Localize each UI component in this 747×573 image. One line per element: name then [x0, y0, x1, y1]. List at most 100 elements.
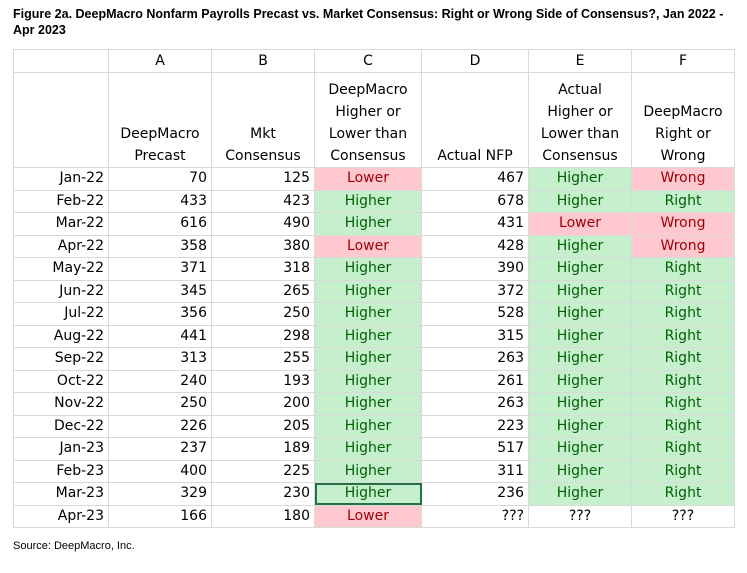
actual-vs-consensus-cell[interactable]: Higher: [528, 257, 632, 281]
column-letter[interactable]: F: [631, 49, 735, 73]
precast-cell[interactable]: 345: [108, 279, 212, 303]
actual-vs-consensus-cell[interactable]: Higher: [528, 392, 632, 416]
month-cell[interactable]: Jun-22: [13, 279, 109, 303]
dm-vs-consensus-cell[interactable]: Higher: [314, 482, 422, 506]
consensus-cell[interactable]: 265: [211, 279, 315, 303]
consensus-cell[interactable]: 180: [211, 504, 315, 528]
actual-cell[interactable]: 236: [421, 482, 529, 506]
actual-vs-consensus-cell[interactable]: ???: [528, 504, 632, 528]
right-wrong-cell[interactable]: Right: [631, 347, 735, 371]
month-cell[interactable]: May-22: [13, 257, 109, 281]
precast-cell[interactable]: 441: [108, 324, 212, 348]
actual-cell[interactable]: 517: [421, 437, 529, 461]
consensus-cell[interactable]: 205: [211, 414, 315, 438]
month-cell[interactable]: Sep-22: [13, 347, 109, 371]
precast-cell[interactable]: 433: [108, 189, 212, 213]
actual-cell[interactable]: 263: [421, 392, 529, 416]
precast-cell[interactable]: 616: [108, 212, 212, 236]
right-wrong-cell[interactable]: Right: [631, 459, 735, 483]
dm-vs-consensus-cell[interactable]: Lower: [314, 504, 422, 528]
actual-cell[interactable]: 315: [421, 324, 529, 348]
actual-cell[interactable]: ???: [421, 504, 529, 528]
actual-vs-consensus-cell[interactable]: Higher: [528, 459, 632, 483]
column-letter[interactable]: E: [528, 49, 632, 73]
month-cell[interactable]: Apr-22: [13, 234, 109, 258]
precast-cell[interactable]: 313: [108, 347, 212, 371]
actual-vs-consensus-cell[interactable]: Higher: [528, 234, 632, 258]
actual-cell[interactable]: 223: [421, 414, 529, 438]
actual-cell[interactable]: 467: [421, 167, 529, 191]
header-actual-nfp[interactable]: Actual NFP: [421, 72, 529, 168]
right-wrong-cell[interactable]: Right: [631, 369, 735, 393]
consensus-cell[interactable]: 490: [211, 212, 315, 236]
actual-vs-consensus-cell[interactable]: Higher: [528, 437, 632, 461]
actual-vs-consensus-cell[interactable]: Higher: [528, 369, 632, 393]
right-wrong-cell[interactable]: Right: [631, 437, 735, 461]
precast-cell[interactable]: 237: [108, 437, 212, 461]
actual-vs-consensus-cell[interactable]: Higher: [528, 414, 632, 438]
precast-cell[interactable]: 70: [108, 167, 212, 191]
right-wrong-cell[interactable]: Right: [631, 324, 735, 348]
month-cell[interactable]: Dec-22: [13, 414, 109, 438]
right-wrong-cell[interactable]: ???: [631, 504, 735, 528]
dm-vs-consensus-cell[interactable]: Higher: [314, 369, 422, 393]
column-letter[interactable]: B: [211, 49, 315, 73]
consensus-cell[interactable]: 125: [211, 167, 315, 191]
consensus-cell[interactable]: 200: [211, 392, 315, 416]
actual-cell[interactable]: 431: [421, 212, 529, 236]
month-cell[interactable]: Aug-22: [13, 324, 109, 348]
month-cell[interactable]: Jul-22: [13, 302, 109, 326]
right-wrong-cell[interactable]: Wrong: [631, 212, 735, 236]
actual-vs-consensus-cell[interactable]: Higher: [528, 347, 632, 371]
consensus-cell[interactable]: 230: [211, 482, 315, 506]
consensus-cell[interactable]: 298: [211, 324, 315, 348]
header-precast[interactable]: DeepMacro Precast: [108, 72, 212, 168]
consensus-cell[interactable]: 255: [211, 347, 315, 371]
precast-cell[interactable]: 166: [108, 504, 212, 528]
consensus-cell[interactable]: 193: [211, 369, 315, 393]
dm-vs-consensus-cell[interactable]: Higher: [314, 212, 422, 236]
month-cell[interactable]: Jan-23: [13, 437, 109, 461]
actual-vs-consensus-cell[interactable]: Lower: [528, 212, 632, 236]
actual-cell[interactable]: 678: [421, 189, 529, 213]
actual-cell[interactable]: 428: [421, 234, 529, 258]
actual-vs-consensus-cell[interactable]: Higher: [528, 482, 632, 506]
consensus-cell[interactable]: 380: [211, 234, 315, 258]
consensus-cell[interactable]: 189: [211, 437, 315, 461]
consensus-cell[interactable]: 423: [211, 189, 315, 213]
precast-cell[interactable]: 356: [108, 302, 212, 326]
dm-vs-consensus-cell[interactable]: Higher: [314, 437, 422, 461]
actual-cell[interactable]: 372: [421, 279, 529, 303]
month-cell[interactable]: Nov-22: [13, 392, 109, 416]
dm-vs-consensus-cell[interactable]: Higher: [314, 257, 422, 281]
actual-vs-consensus-cell[interactable]: Higher: [528, 167, 632, 191]
month-cell[interactable]: Feb-23: [13, 459, 109, 483]
dm-vs-consensus-cell[interactable]: Higher: [314, 459, 422, 483]
actual-cell[interactable]: 311: [421, 459, 529, 483]
header-consensus[interactable]: Mkt Consensus: [211, 72, 315, 168]
precast-cell[interactable]: 240: [108, 369, 212, 393]
header-right-wrong[interactable]: DeepMacro Right or Wrong: [631, 72, 735, 168]
month-cell[interactable]: Oct-22: [13, 369, 109, 393]
right-wrong-cell[interactable]: Wrong: [631, 234, 735, 258]
right-wrong-cell[interactable]: Right: [631, 189, 735, 213]
precast-cell[interactable]: 226: [108, 414, 212, 438]
actual-vs-consensus-cell[interactable]: Higher: [528, 279, 632, 303]
precast-cell[interactable]: 329: [108, 482, 212, 506]
precast-cell[interactable]: 371: [108, 257, 212, 281]
dm-vs-consensus-cell[interactable]: Lower: [314, 234, 422, 258]
dm-vs-consensus-cell[interactable]: Higher: [314, 302, 422, 326]
precast-cell[interactable]: 358: [108, 234, 212, 258]
dm-vs-consensus-cell[interactable]: Higher: [314, 392, 422, 416]
column-letter[interactable]: C: [314, 49, 422, 73]
right-wrong-cell[interactable]: Right: [631, 392, 735, 416]
column-letter[interactable]: A: [108, 49, 212, 73]
month-cell[interactable]: Feb-22: [13, 189, 109, 213]
dm-vs-consensus-cell[interactable]: Higher: [314, 347, 422, 371]
dm-vs-consensus-cell[interactable]: Higher: [314, 189, 422, 213]
actual-cell[interactable]: 263: [421, 347, 529, 371]
right-wrong-cell[interactable]: Right: [631, 257, 735, 281]
right-wrong-cell[interactable]: Right: [631, 414, 735, 438]
consensus-cell[interactable]: 250: [211, 302, 315, 326]
column-letter[interactable]: D: [421, 49, 529, 73]
